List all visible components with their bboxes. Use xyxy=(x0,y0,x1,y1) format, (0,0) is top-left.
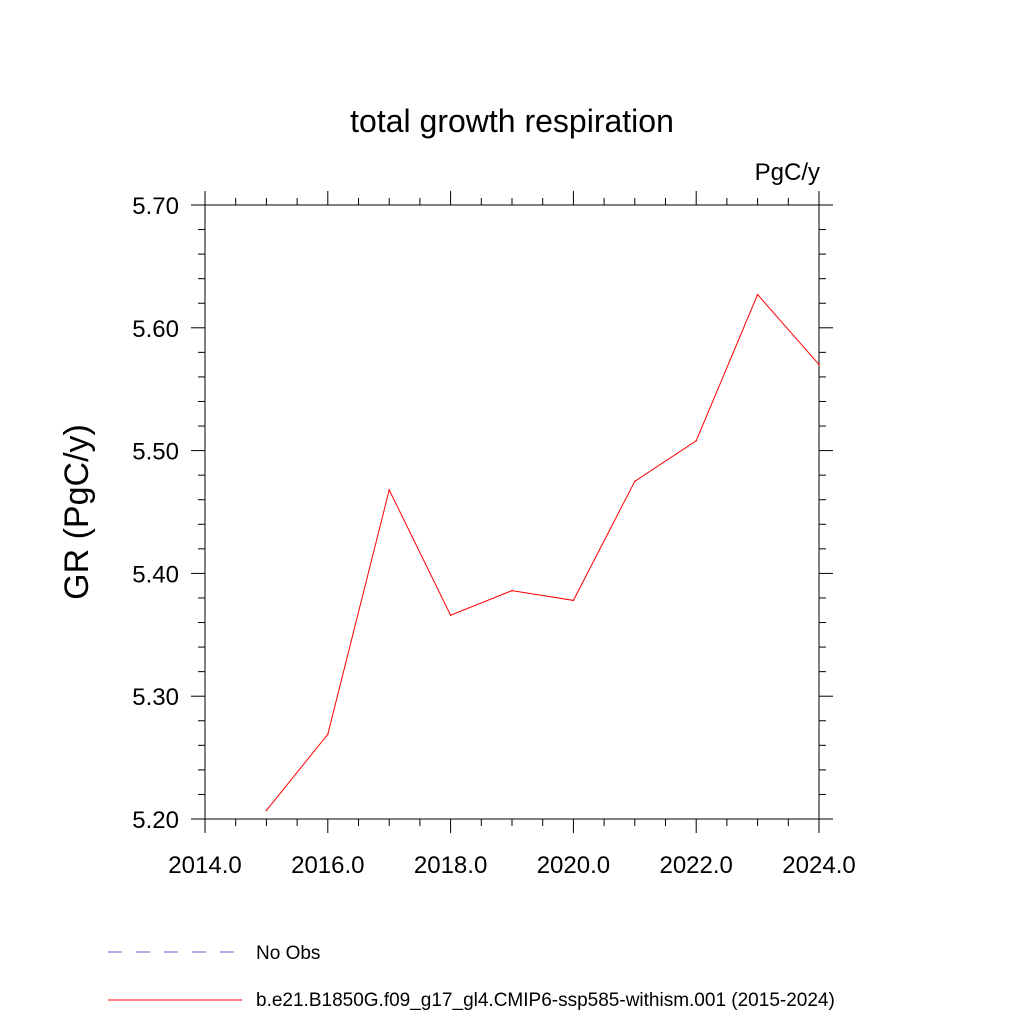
x-tick-label: 2022.0 xyxy=(659,852,732,879)
legend-label-model: b.e21.B1850G.f09_g17_gl4.CMIP6-ssp585-wi… xyxy=(256,990,835,1011)
y-tick-label: 5.20 xyxy=(132,807,179,834)
y-tick-label: 5.60 xyxy=(132,316,179,343)
chart-title: total growth respiration xyxy=(350,103,674,139)
data-point xyxy=(756,293,759,296)
x-tick-label: 2016.0 xyxy=(291,852,364,879)
data-point xyxy=(511,589,513,592)
data-point xyxy=(818,363,820,366)
data-point xyxy=(388,489,391,491)
series-layer xyxy=(265,293,820,812)
data-point xyxy=(695,439,697,442)
legend-label-no-obs: No Obs xyxy=(256,943,320,964)
x-tick-label: 2020.0 xyxy=(537,852,610,879)
y-tick-label: 5.30 xyxy=(132,684,179,711)
y-tick-label: 5.50 xyxy=(132,439,179,466)
plot-frame xyxy=(204,204,820,820)
y-tick-label: 5.70 xyxy=(132,193,179,220)
units-label: PgC/y xyxy=(755,159,820,186)
x-tick-label: 2014.0 xyxy=(168,852,241,879)
series-line-0 xyxy=(266,293,820,811)
data-point xyxy=(265,809,268,812)
tick-labels: 2014.0 2016.0 2018.0 2020.0 2022.0 2024.0 5.20… xyxy=(132,193,855,879)
y-tick-label: 5.40 xyxy=(132,561,179,588)
legend: No Obs b.e21.B1850G.f09_g17_gl4.CMIP6-ss… xyxy=(108,943,835,1011)
y-axis-label: GR (PgC/y) xyxy=(58,424,96,600)
data-point xyxy=(327,733,329,736)
data-point xyxy=(634,480,636,483)
x-tick-label: 2018.0 xyxy=(414,852,487,879)
axis-ticks xyxy=(191,191,833,833)
data-point xyxy=(449,614,452,616)
x-tick-label: 2024.0 xyxy=(782,852,855,879)
data-point xyxy=(572,599,575,602)
